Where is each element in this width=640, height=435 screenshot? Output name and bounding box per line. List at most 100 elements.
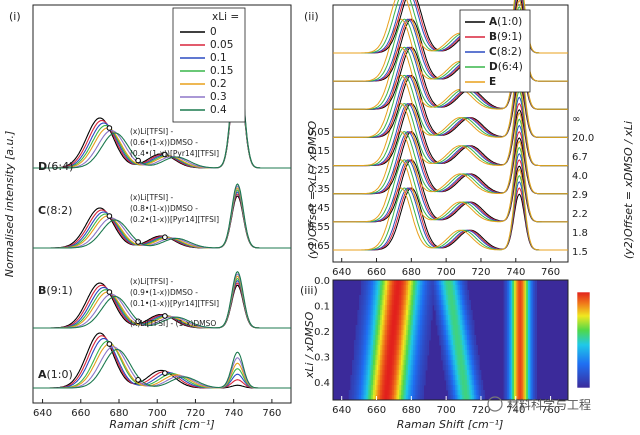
heatmap-cell bbox=[369, 365, 372, 371]
heatmap-cell bbox=[383, 360, 386, 366]
heatmap-cell bbox=[515, 325, 518, 331]
panel-i-x-ticks: 640 660 680 700 720 740 760 bbox=[33, 399, 281, 419]
heatmap-cell bbox=[385, 390, 388, 396]
heatmap-cell bbox=[373, 310, 376, 316]
heatmap-cell bbox=[514, 280, 517, 286]
heatmap-cell bbox=[357, 370, 360, 376]
colorbar-tick-min: 0 bbox=[594, 384, 600, 395]
heatmap-cell bbox=[451, 350, 454, 356]
heatmap-cell bbox=[454, 365, 458, 371]
heatmap-cell bbox=[505, 315, 508, 321]
panel-i: (i) 640 660 680 700 720 740 760 Raman shift [c… bbox=[3, 4, 292, 431]
heatmap-cell bbox=[515, 365, 518, 371]
heatmap-cell bbox=[411, 375, 414, 381]
heatmap-cell bbox=[456, 345, 459, 351]
heatmap-cell bbox=[521, 365, 524, 371]
heatmap-cell bbox=[404, 320, 407, 326]
heatmap-cell bbox=[432, 300, 435, 306]
heatmap-cell bbox=[468, 365, 471, 371]
isosbestic-point-A-0 bbox=[106, 341, 113, 347]
heatmap-cell bbox=[373, 380, 376, 386]
heatmap-cell bbox=[406, 335, 409, 341]
heatmap-cell bbox=[529, 285, 532, 291]
heatmap-cell bbox=[387, 380, 390, 386]
heatmap-cell bbox=[369, 380, 372, 386]
heatmap-cell bbox=[463, 335, 466, 341]
heatmap-cell bbox=[364, 335, 367, 341]
heatmap-cell bbox=[477, 370, 480, 376]
heatmap-cell bbox=[411, 360, 414, 366]
heatmap-cell bbox=[507, 380, 510, 386]
offset-spectrum-7-2 bbox=[333, 0, 568, 54]
heatmap-cell bbox=[453, 290, 456, 296]
heatmap-cell bbox=[399, 375, 402, 381]
heatmap-cell bbox=[420, 365, 423, 371]
heatmap-cell bbox=[463, 315, 466, 321]
panel-i-legend-entry: 0.2 bbox=[210, 78, 227, 90]
heatmap-cell bbox=[458, 365, 461, 371]
heatmap-cell bbox=[521, 325, 524, 331]
heatmap-cell bbox=[519, 380, 522, 386]
heatmap-cell bbox=[366, 370, 369, 376]
heatmap-cell bbox=[393, 305, 397, 311]
heatmap-cell bbox=[420, 380, 423, 386]
heatmap-cell bbox=[467, 345, 470, 351]
heatmap-cell bbox=[366, 340, 369, 346]
heatmap-cell bbox=[468, 310, 471, 316]
heatmap-cell bbox=[474, 355, 477, 361]
heatmap-cell bbox=[474, 385, 477, 391]
heatmap-cell bbox=[522, 280, 525, 286]
heatmap-cell bbox=[454, 295, 458, 301]
heatmap-cell bbox=[514, 395, 517, 400]
heatmap-cell bbox=[428, 285, 431, 291]
heatmap-cell bbox=[388, 380, 391, 386]
composition-annotation-B: (0.1•(1-x))[Pyr14][TFSI] bbox=[130, 299, 219, 308]
heatmap-cell bbox=[367, 325, 370, 331]
heatmap-cell bbox=[364, 285, 367, 291]
heatmap-cell bbox=[528, 370, 531, 376]
heatmap-cell bbox=[446, 320, 449, 326]
heatmap-cell bbox=[387, 345, 390, 351]
heatmap-cell bbox=[507, 335, 510, 341]
heatmap-cell bbox=[528, 335, 531, 341]
spectrum-A-0.15 bbox=[33, 340, 291, 389]
heatmap-cell bbox=[390, 305, 393, 311]
heatmap-cell bbox=[456, 320, 459, 326]
heatmap-cell bbox=[395, 370, 398, 376]
heatmap-cell bbox=[413, 305, 416, 311]
heatmap-cell bbox=[444, 340, 447, 346]
panel-ii-right-tick-label: 1.8 bbox=[572, 228, 588, 239]
heatmap-cell bbox=[364, 380, 367, 386]
heatmap-cell bbox=[524, 320, 527, 326]
heatmap-cell bbox=[371, 370, 374, 376]
heatmap-cell bbox=[451, 320, 454, 326]
heatmap-cell bbox=[533, 285, 536, 291]
panel-ii-plot-area bbox=[333, 0, 568, 251]
heatmap-cell bbox=[392, 295, 395, 301]
panel-i-legend-title: xLi = bbox=[212, 11, 239, 23]
heatmap-cell bbox=[440, 320, 444, 326]
heatmap-cell bbox=[359, 395, 362, 400]
heatmap-cell bbox=[362, 350, 365, 356]
heatmap-cell bbox=[423, 345, 426, 351]
panel-i-legend-entry: 0 bbox=[210, 26, 217, 38]
heatmap-cell bbox=[411, 380, 414, 386]
heatmap-cell bbox=[468, 380, 471, 386]
heatmap-cell bbox=[390, 355, 393, 361]
heatmap-cell bbox=[430, 315, 433, 321]
heatmap-cell bbox=[427, 325, 430, 331]
heatmap-cell bbox=[414, 335, 417, 341]
heatmap-cell bbox=[453, 285, 456, 291]
heatmap-cell bbox=[460, 315, 463, 321]
heatmap-cell bbox=[418, 295, 421, 301]
heatmap-cell bbox=[397, 395, 400, 400]
heatmap-cell bbox=[413, 355, 416, 361]
heatmap-cell bbox=[390, 375, 393, 381]
heatmap-cell bbox=[470, 330, 473, 336]
heatmap-cell bbox=[456, 305, 459, 311]
heatmap-cell bbox=[393, 335, 397, 341]
heatmap-cell bbox=[402, 320, 405, 326]
heatmap-cell bbox=[458, 320, 461, 326]
heatmap-cell bbox=[383, 355, 386, 361]
heatmap-cell bbox=[400, 365, 404, 371]
